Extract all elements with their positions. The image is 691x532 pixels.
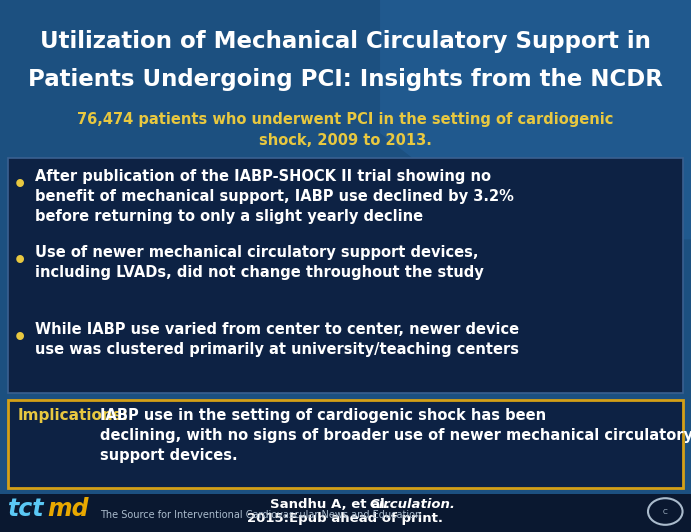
Text: •: • [13,328,27,348]
Text: Utilization of Mechanical Circulatory Support in: Utilization of Mechanical Circulatory Su… [39,30,650,53]
Text: Sandhu A, et al.: Sandhu A, et al. [270,498,395,511]
Text: IABP use in the setting of cardiogenic shock has been
declining, with no signs o: IABP use in the setting of cardiogenic s… [100,408,691,463]
Text: Implications:: Implications: [18,408,129,423]
Text: md: md [47,497,88,521]
Text: C: C [663,509,668,514]
Polygon shape [380,0,691,239]
Text: The Source for Interventional Cardiovascular News and Education: The Source for Interventional Cardiovasc… [100,510,422,520]
Text: While IABP use varied from center to center, newer device
use was clustered prim: While IABP use varied from center to cen… [35,322,519,357]
Text: Use of newer mechanical circulatory support devices,
including LVADs, did not ch: Use of newer mechanical circulatory supp… [35,245,484,280]
Text: 76,474 patients who underwent PCI in the setting of cardiogenic: 76,474 patients who underwent PCI in the… [77,112,613,127]
Text: Patients Undergoing PCI: Insights from the NCDR: Patients Undergoing PCI: Insights from t… [28,68,663,91]
FancyBboxPatch shape [8,158,683,393]
Text: tct: tct [8,497,44,521]
Text: •: • [13,251,27,271]
FancyBboxPatch shape [8,400,683,488]
Text: shock, 2009 to 2013.: shock, 2009 to 2013. [258,133,431,148]
Text: Circulation.: Circulation. [370,498,456,511]
FancyBboxPatch shape [0,494,691,532]
Text: •: • [13,175,27,195]
Text: 2015:Epub ahead of print.: 2015:Epub ahead of print. [247,512,443,525]
Text: After publication of the IABP-SHOCK II trial showing no
benefit of mechanical su: After publication of the IABP-SHOCK II t… [35,169,514,223]
